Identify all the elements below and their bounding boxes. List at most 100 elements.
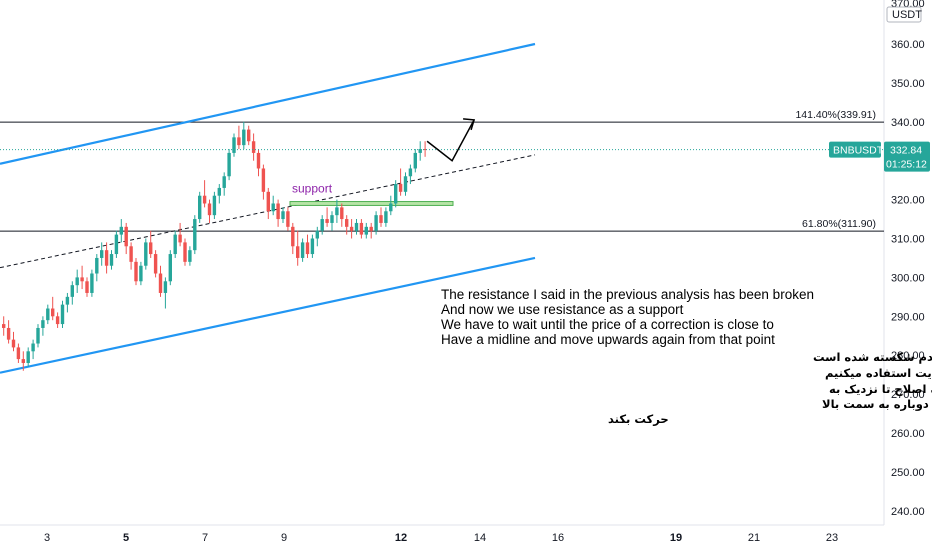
candle — [149, 230, 153, 258]
candle-body — [300, 242, 305, 258]
candle — [80, 265, 84, 290]
candle-body — [256, 152, 261, 169]
projection-arrow[interactable] — [426, 119, 475, 162]
y-tick-label: 280.00 — [891, 350, 925, 362]
candle-body — [242, 129, 246, 146]
candle — [158, 265, 163, 297]
support-zone[interactable] — [289, 201, 454, 206]
candle-body — [202, 195, 207, 204]
currency-button[interactable] — [886, 6, 922, 23]
y-tick-label: 240.00 — [891, 506, 925, 518]
candle-body — [183, 242, 187, 262]
candle — [217, 184, 221, 204]
candle-body — [198, 195, 202, 220]
candle-body — [413, 152, 417, 169]
candle-body — [207, 203, 212, 216]
annotation-english[interactable]: The resistance I said in the previous an… — [441, 287, 814, 347]
x-tick-label: 7 — [202, 532, 208, 544]
candle — [119, 219, 123, 243]
annotation-en-line: And now we use resistance as a support — [441, 302, 684, 317]
support-label: support — [292, 182, 333, 196]
candle — [423, 141, 427, 157]
candle — [325, 207, 329, 227]
candle-body — [384, 211, 388, 223]
candle — [90, 269, 94, 297]
candle-body — [315, 230, 319, 239]
candle — [55, 312, 60, 328]
y-tick-label: 300.00 — [891, 272, 925, 284]
candle-body — [41, 320, 45, 328]
candle — [403, 172, 408, 196]
candle-body — [11, 339, 16, 348]
candle — [305, 234, 310, 258]
candle — [227, 149, 231, 181]
x-tick-label: 19 — [670, 532, 682, 544]
annotation-en-line: The resistance I said in the previous an… — [441, 287, 814, 302]
candle — [168, 250, 172, 286]
candle-body — [163, 281, 168, 293]
price-axis[interactable] — [884, 0, 932, 550]
annotation-en-line: Have a midline and move upwards again fr… — [441, 332, 775, 347]
candle — [384, 207, 388, 227]
candle-body — [423, 149, 427, 151]
candle — [46, 304, 50, 325]
candle — [379, 207, 383, 227]
candle-body — [389, 203, 393, 212]
candle-body — [46, 308, 50, 321]
candle-body — [271, 203, 275, 212]
candle — [60, 300, 65, 328]
candle-body — [247, 129, 251, 142]
candle-body — [70, 285, 74, 297]
candle-body — [144, 242, 148, 266]
candle-body — [369, 226, 373, 231]
current-price-label: 332.84 — [890, 145, 922, 157]
y-tick-label: 350.00 — [891, 78, 925, 90]
candle — [232, 133, 236, 157]
candle — [256, 149, 261, 177]
y-tick-label: 340.00 — [891, 117, 925, 129]
candle — [394, 180, 398, 208]
candle-body — [65, 296, 70, 305]
candles — [2, 121, 427, 371]
channel-lower-line[interactable] — [0, 256, 536, 374]
symbol-label: BNBUSDT — [833, 145, 884, 157]
candle-body — [95, 257, 99, 274]
candle-body — [16, 347, 21, 360]
candle-body — [354, 222, 359, 231]
y-tick-label: 270.00 — [891, 389, 925, 401]
candle — [124, 222, 128, 255]
candle-body — [359, 222, 364, 235]
candle — [310, 234, 315, 258]
candle-body — [188, 250, 192, 262]
candle — [315, 226, 319, 247]
candle — [251, 133, 256, 161]
channel-upper-line[interactable] — [0, 42, 536, 165]
annotation-en-line: We have to wait until the price of a cor… — [441, 317, 774, 332]
annotation-persian[interactable]: مقاومت که در تحلیل قبل گفته بودم شکسته ش… — [608, 350, 932, 426]
candle-body — [379, 215, 383, 223]
candle-body — [286, 211, 290, 227]
candle-body — [364, 226, 368, 235]
candle — [31, 339, 35, 360]
candle — [134, 257, 138, 286]
candle-body — [345, 219, 349, 227]
y-top-label: 370.00 — [891, 0, 925, 10]
candle-body — [2, 324, 6, 328]
candle — [2, 316, 6, 336]
candle — [193, 215, 197, 255]
candle — [222, 172, 226, 196]
x-tick-label: 5 — [123, 532, 129, 544]
candle — [291, 222, 295, 255]
currency-label: USDT — [892, 9, 922, 21]
candle — [188, 246, 192, 266]
candle-body — [398, 184, 403, 192]
price-badge[interactable]: BNBUSDT 332.84 01:25:12 — [829, 141, 930, 172]
candle-body — [266, 191, 270, 212]
candle-body — [60, 304, 65, 325]
candle — [207, 199, 212, 223]
candle — [266, 187, 270, 220]
candle — [300, 238, 305, 262]
candle — [261, 164, 266, 200]
annotation-fa-line: و الان از مقاومت به عنوان یک حمایت استفا… — [825, 366, 932, 381]
